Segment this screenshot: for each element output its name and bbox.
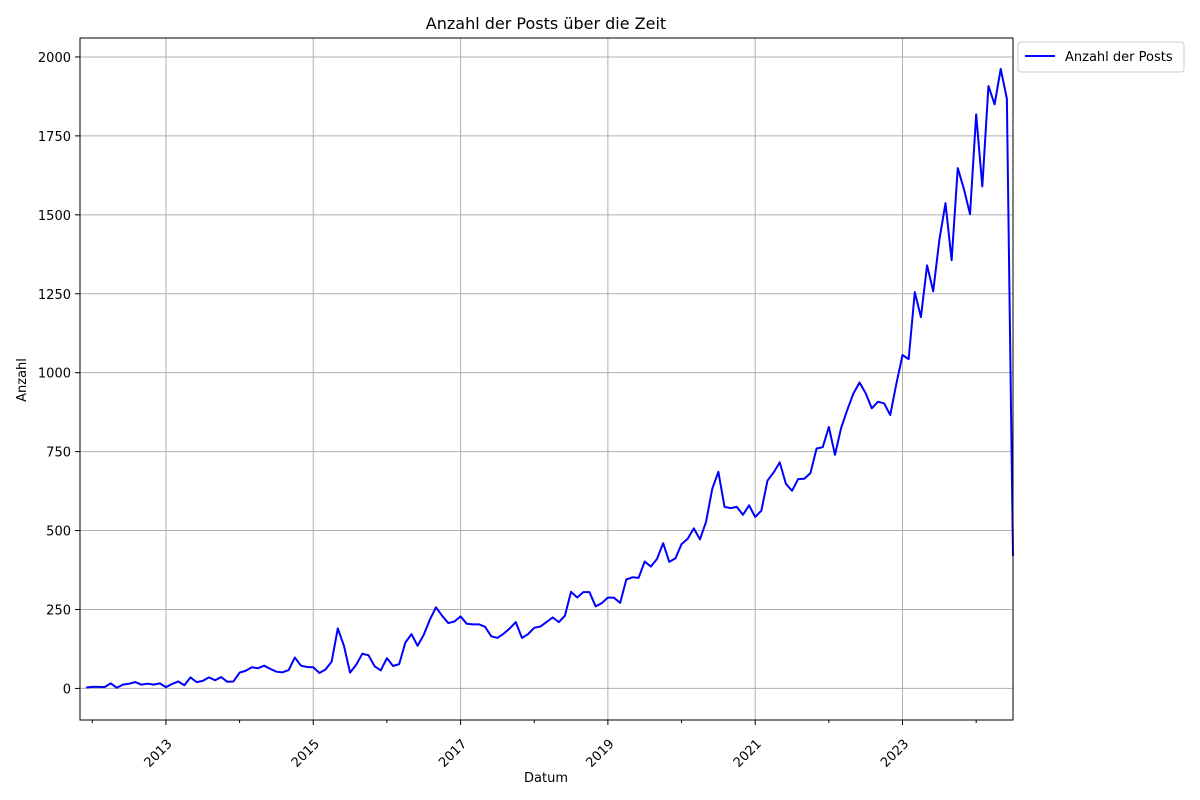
- y-tick-label: 1000: [38, 367, 71, 382]
- plot-frame: [79, 37, 1014, 721]
- y-tick-label: 1500: [38, 209, 71, 224]
- y-tick-label: 250: [46, 603, 71, 618]
- y-tick-label: 2000: [38, 51, 71, 66]
- series-line: [86, 67, 1014, 689]
- y-tick-label: 500: [46, 525, 71, 540]
- x-tick-label: 2019: [584, 737, 618, 771]
- y-tick-label: 1250: [38, 288, 71, 303]
- series-layer: [86, 67, 1014, 689]
- y-axis-label: Anzahl: [15, 358, 30, 402]
- chart-title: Anzahl der Posts über die Zeit: [426, 14, 666, 33]
- x-tick-label: 2017: [436, 737, 470, 771]
- legend: Anzahl der Posts: [1017, 41, 1185, 73]
- tick-layer: 0 250 500 750 1000 1250 1500 1750 2000 2013 2015 20…: [38, 51, 977, 771]
- y-tick-label: 1750: [38, 130, 71, 145]
- x-axis-label: Datum: [524, 771, 568, 786]
- x-tick-label: 2013: [142, 737, 176, 771]
- legend-box: [1017, 41, 1185, 73]
- y-tick-label: 0: [63, 682, 71, 697]
- legend-label: Anzahl der Posts: [1065, 50, 1173, 65]
- y-tick-label: 750: [46, 446, 71, 461]
- x-tick-label: 2021: [731, 737, 765, 771]
- grid-layer: [80, 38, 1013, 720]
- x-tick-label: 2015: [289, 737, 323, 771]
- x-tick-label: 2023: [878, 737, 912, 771]
